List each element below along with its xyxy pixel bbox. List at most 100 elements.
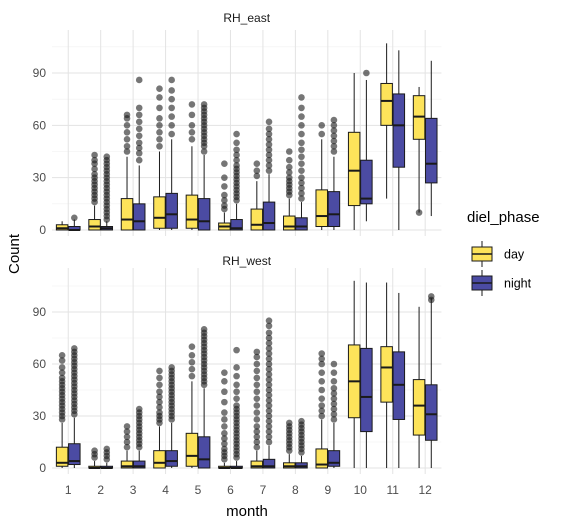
- outlier-point: [330, 416, 338, 423]
- iqr-box: [250, 460, 264, 469]
- y-tick-label: 0: [39, 223, 46, 237]
- outlier-point: [58, 369, 66, 376]
- outlier-point: [91, 170, 98, 178]
- box-night-month-2: [100, 445, 114, 469]
- outlier-point: [253, 423, 261, 430]
- outlier-point: [135, 149, 143, 157]
- outlier-point: [318, 122, 326, 129]
- outlier-point: [265, 334, 273, 342]
- outlier-point: [265, 146, 273, 154]
- outlier-point: [168, 130, 175, 138]
- outlier-point: [330, 395, 338, 402]
- box-night-month-8: [295, 417, 308, 469]
- outlier-point: [265, 386, 273, 394]
- outlier-point: [265, 365, 273, 373]
- outlier-point: [285, 148, 293, 155]
- box-night-month-12: [425, 60, 438, 217]
- outlier-point: [156, 104, 163, 112]
- outlier-point: [363, 69, 370, 77]
- outlier-point: [103, 445, 111, 453]
- iqr-box: [360, 159, 373, 205]
- outlier-point: [71, 214, 78, 222]
- outlier-point: [200, 326, 208, 333]
- outlier-point: [156, 135, 163, 143]
- outlier-point: [298, 153, 305, 161]
- iqr-box: [132, 460, 146, 469]
- iqr-box: [380, 82, 393, 126]
- box-day-month-6: [218, 369, 231, 469]
- x-axis-title: month: [226, 503, 268, 520]
- box-day-month-4: [153, 85, 166, 230]
- outlier-point: [91, 156, 98, 164]
- outlier-point: [330, 360, 338, 368]
- iqr-box: [185, 194, 199, 229]
- box-day-month-6: [218, 160, 231, 231]
- outlier-point: [330, 148, 338, 155]
- outlier-point: [318, 360, 326, 368]
- outlier-point: [221, 430, 228, 437]
- iqr-box: [185, 432, 199, 467]
- outlier-point: [188, 111, 196, 119]
- outlier-point: [253, 443, 261, 451]
- outlier-point: [265, 350, 273, 357]
- outlier-point: [156, 367, 163, 375]
- iqr-box: [120, 460, 134, 469]
- box-day-month-11: [380, 282, 393, 468]
- outlier-point: [265, 407, 273, 415]
- box-day-month-1: [55, 352, 69, 468]
- x-tick-label: 6: [227, 483, 234, 497]
- box-day-month-4: [153, 367, 166, 469]
- outlier-point: [188, 101, 196, 108]
- outlier-point: [135, 139, 143, 147]
- outlier-point: [253, 360, 261, 368]
- outlier-point: [265, 428, 273, 435]
- outlier-point: [123, 433, 131, 441]
- outlier-point: [221, 191, 228, 199]
- box-night-month-5: [197, 326, 211, 469]
- x-tick-label: 3: [130, 483, 137, 497]
- box-night-month-4: [165, 76, 178, 230]
- box-night-month-10: [360, 69, 373, 222]
- outlier-point: [71, 345, 78, 352]
- outlier-point: [156, 115, 163, 122]
- outlier-point: [265, 167, 273, 174]
- outlier-point: [253, 167, 261, 174]
- outlier-point: [285, 169, 293, 176]
- outlier-point: [233, 346, 240, 354]
- legend-item-day: day: [471, 241, 525, 267]
- outlier-point: [265, 412, 273, 420]
- outlier-point: [253, 160, 261, 168]
- iqr-box: [380, 346, 393, 403]
- outlier-point: [330, 122, 338, 129]
- outlier-point: [123, 438, 131, 446]
- outlier-point: [221, 416, 228, 423]
- iqr-box: [88, 219, 101, 231]
- outlier-point: [221, 183, 228, 190]
- outlier-point: [265, 151, 273, 159]
- outlier-point: [123, 111, 131, 119]
- outlier-point: [156, 381, 163, 389]
- box-day-month-10: [347, 280, 361, 468]
- outlier-point: [221, 388, 228, 396]
- y-tick-label: 60: [33, 357, 47, 371]
- outlier-point: [253, 402, 261, 409]
- outlier-point: [265, 397, 273, 404]
- outlier-point: [221, 369, 228, 376]
- outlier-point: [265, 381, 273, 389]
- box-night-month-9: [327, 116, 341, 230]
- outlier-point: [298, 179, 305, 187]
- outlier-point: [58, 374, 66, 382]
- outlier-point: [168, 104, 175, 112]
- iqr-box: [68, 443, 81, 466]
- outlier-point: [265, 345, 273, 352]
- outlier-point: [265, 376, 273, 383]
- box-day-month-7: [250, 348, 264, 469]
- iqr-box: [327, 191, 341, 228]
- outlier-point: [233, 395, 240, 402]
- outlier-point: [318, 412, 326, 420]
- outlier-point: [285, 163, 293, 171]
- box-day-month-5: [185, 343, 199, 468]
- box-night-month-2: [100, 153, 114, 231]
